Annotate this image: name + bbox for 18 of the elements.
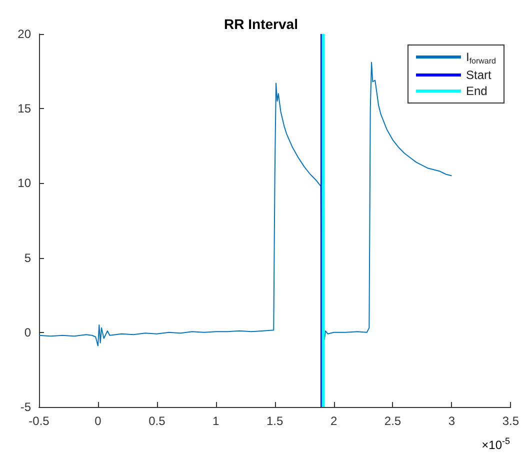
y-tick-label: 20 <box>18 27 32 41</box>
legend-label: End <box>466 84 488 98</box>
x-tick-label: 2.5 <box>384 414 402 428</box>
y-tick-label: 15 <box>18 102 32 116</box>
y-tick-label: -5 <box>20 400 32 414</box>
x-tick-label: 1.5 <box>266 414 284 428</box>
x-tick-label: 3.5 <box>502 414 520 428</box>
chart-title: RR Interval <box>224 16 298 32</box>
x-tick-label: 1 <box>212 414 220 428</box>
y-tick-label: 0 <box>24 325 32 340</box>
y-tick-label: 10 <box>18 176 32 190</box>
x-tick-label: 0.5 <box>148 414 166 428</box>
x-tick-label: 2 <box>330 414 338 428</box>
x-tick-label: 3 <box>448 414 456 428</box>
x-tick-label: -0.5 <box>28 414 50 428</box>
legend-label: Start <box>466 68 492 82</box>
y-tick-label: 5 <box>24 250 32 265</box>
x-tick-label: 0 <box>94 414 102 428</box>
